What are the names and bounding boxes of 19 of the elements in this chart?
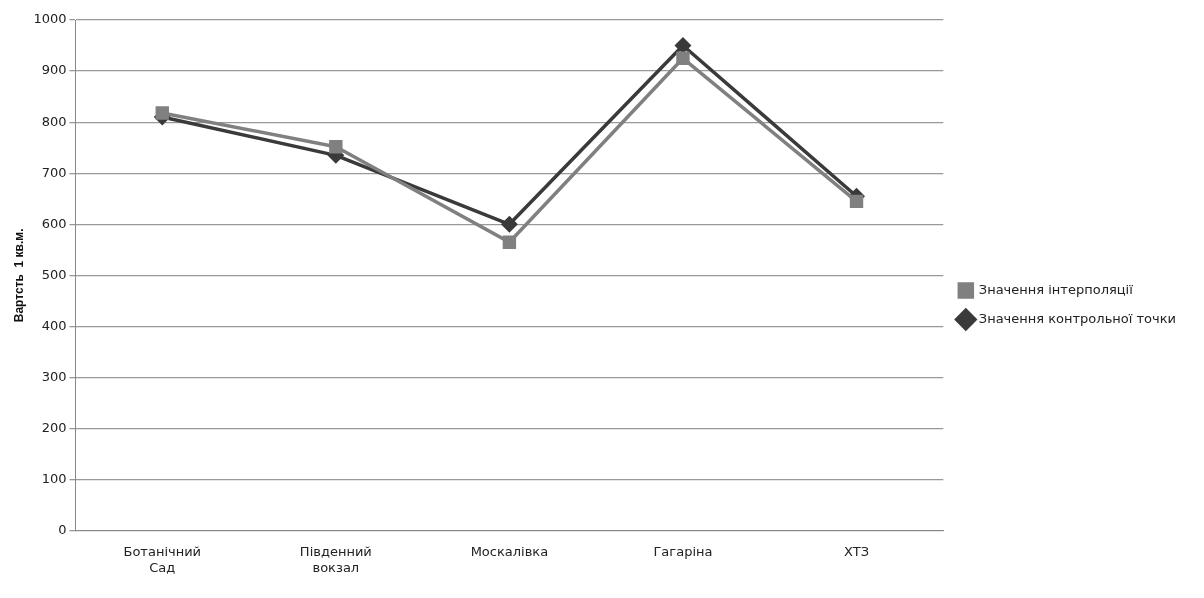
y-axis-title: Вартсть 1 кв.м. (11, 228, 26, 323)
y-tick-label: 800 (41, 113, 67, 129)
y-tick-label: 700 (41, 164, 67, 180)
y-tick-label: 500 (41, 266, 67, 282)
x-tick-label: Москалівка (470, 543, 549, 559)
x-tick-label: Ботанічний Сад (123, 543, 202, 575)
legend-label: Значення інтерполяції (978, 281, 1134, 297)
y-tick-label: 300 (41, 368, 67, 384)
x-tick-label: Південний вокзал (299, 543, 372, 575)
y-tick-label: 0 (58, 522, 67, 538)
x-tick-label: ХТЗ (843, 543, 870, 559)
y-tick-label: 1000 (33, 11, 67, 27)
x-tick-label: Гагаріна (653, 543, 713, 559)
y-tick-label: 200 (41, 420, 67, 436)
legend-label: Значення контрольної точки (978, 310, 1177, 326)
y-tick-label: 600 (41, 215, 67, 231)
y-tick-label: 100 (41, 471, 67, 487)
y-tick-label: 900 (41, 62, 67, 78)
y-tick-label: 400 (41, 317, 67, 333)
